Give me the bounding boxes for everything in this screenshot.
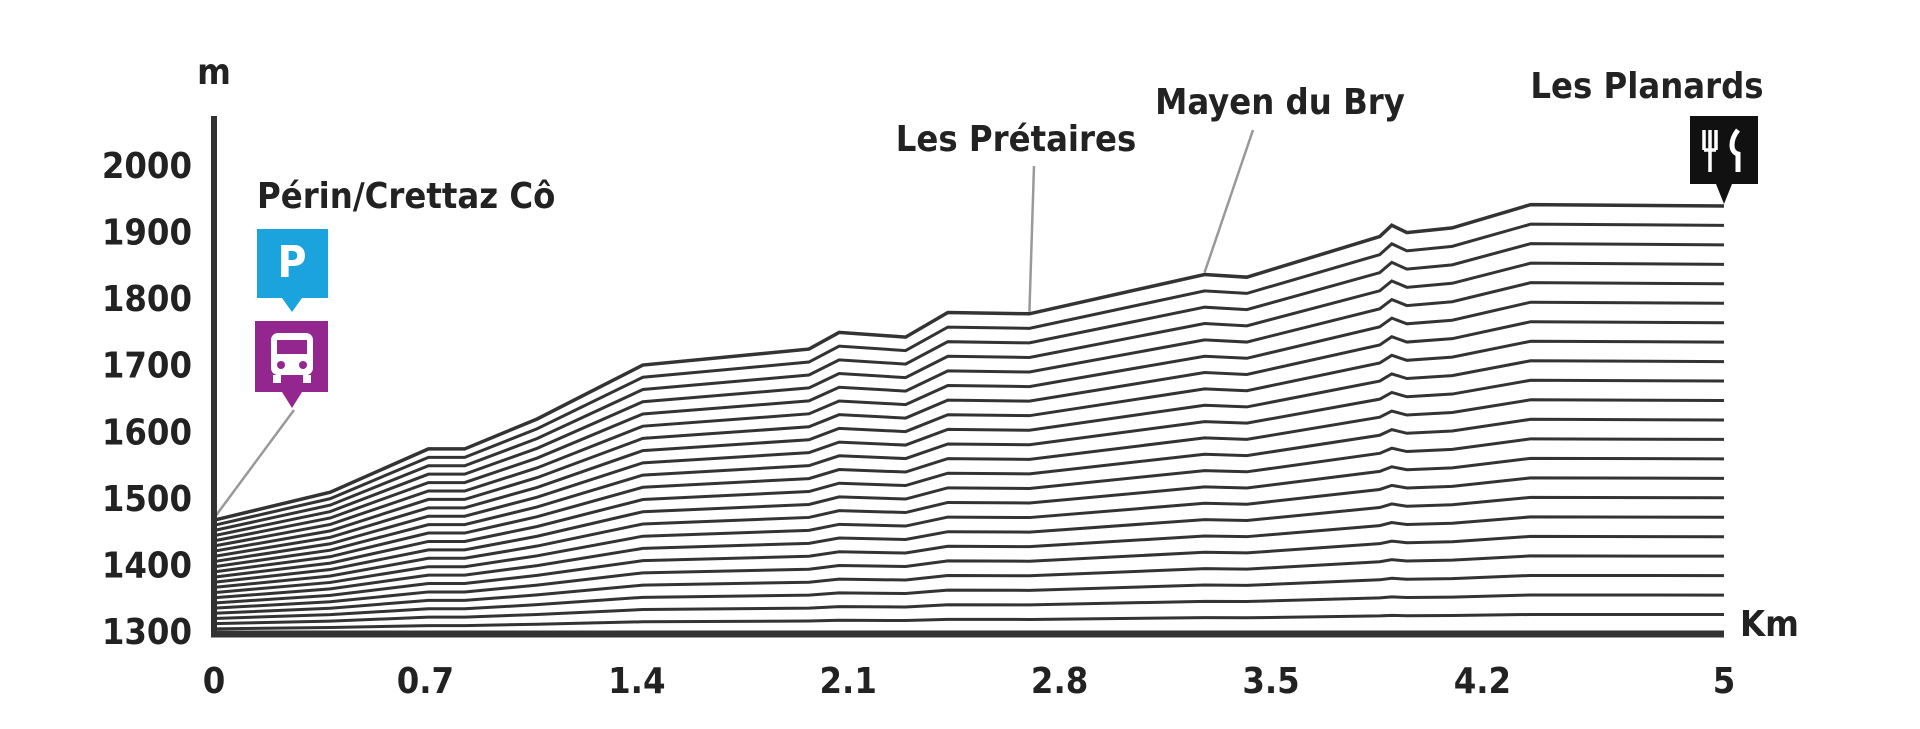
contour-line bbox=[213, 554, 1725, 615]
x-tick-label: 3.5 bbox=[1242, 661, 1299, 702]
contour-line bbox=[213, 456, 1725, 589]
parking-letter: P bbox=[277, 237, 306, 288]
contour-line bbox=[213, 612, 1725, 631]
contour-line bbox=[213, 573, 1725, 620]
leader-line bbox=[212, 409, 296, 519]
contour-line bbox=[213, 593, 1725, 626]
y-tick-label: 1300 bbox=[102, 612, 192, 653]
y-tick-label: 2000 bbox=[102, 146, 192, 187]
y-tick-label: 1600 bbox=[102, 412, 192, 453]
place-label: Les Planards bbox=[1530, 66, 1763, 107]
contour-line bbox=[213, 281, 1725, 543]
contour-line bbox=[213, 339, 1725, 558]
contour-line bbox=[213, 300, 1725, 548]
x-tick-label: 2.1 bbox=[820, 661, 877, 702]
place-label: Périn/Crettaz Cô bbox=[257, 176, 555, 217]
y-tick-label: 1700 bbox=[102, 346, 192, 387]
y-tick-label: 1500 bbox=[102, 479, 192, 520]
x-tick-label: 5 bbox=[1713, 661, 1736, 702]
contour-line bbox=[213, 398, 1725, 574]
place-label: Les Prétaires bbox=[896, 119, 1137, 160]
contour-line bbox=[213, 417, 1725, 579]
x-tick-label: 1.4 bbox=[608, 661, 665, 702]
parking-icon: P bbox=[257, 229, 328, 312]
y-tick-label: 1900 bbox=[102, 213, 192, 254]
contour-line bbox=[213, 534, 1725, 610]
x-tick-label: 4.2 bbox=[1454, 661, 1511, 702]
contour-line bbox=[213, 222, 1725, 527]
contour-line bbox=[213, 320, 1725, 553]
profile-line bbox=[213, 202, 1725, 522]
x-axis-label: Km bbox=[1740, 604, 1799, 645]
contour-line bbox=[213, 495, 1725, 600]
restaurant-icon bbox=[1690, 116, 1758, 204]
contour-line bbox=[213, 359, 1725, 564]
y-tick-label: 1400 bbox=[102, 545, 192, 586]
leader-line bbox=[1028, 165, 1036, 312]
contour-line bbox=[213, 261, 1725, 538]
place-label: Mayen du Bry bbox=[1155, 82, 1405, 123]
contour-line bbox=[213, 515, 1725, 605]
x-tick-label: 0.7 bbox=[397, 661, 454, 702]
contour-line bbox=[213, 242, 1725, 532]
y-axis-label: m bbox=[197, 52, 231, 93]
contour-line bbox=[213, 437, 1725, 584]
x-tick-label: 0 bbox=[203, 661, 226, 702]
y-tick-label: 1800 bbox=[102, 279, 192, 320]
x-tick-label: 2.8 bbox=[1031, 661, 1088, 702]
bus-icon bbox=[255, 321, 328, 408]
contour-line bbox=[213, 378, 1725, 569]
leader-line bbox=[1203, 129, 1255, 273]
contour-line bbox=[213, 476, 1725, 595]
